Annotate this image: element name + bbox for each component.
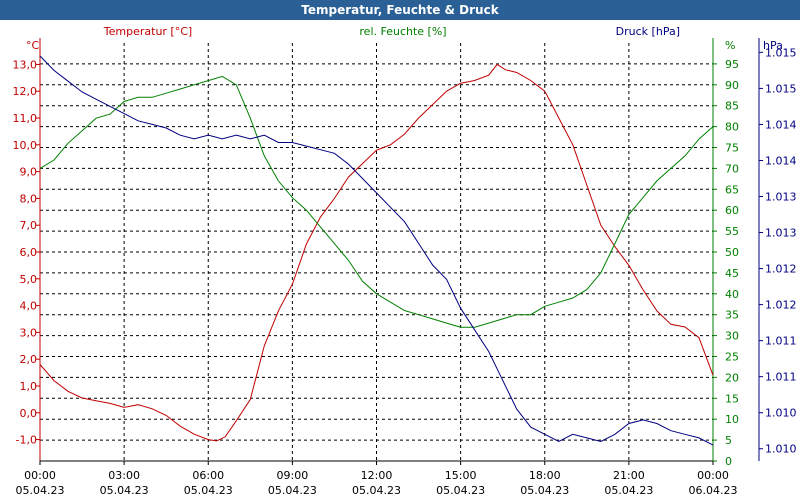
pressure-tick-label: 1.011 [765,335,797,348]
date-tick-label: 05.04.23 [520,484,569,497]
temperature-tick-label: 11,0 [13,112,38,125]
date-tick-label: 05.04.23 [16,484,65,497]
time-tick-label: 00:00 [697,469,729,482]
humidity-tick-label: 60 [725,204,739,217]
date-tick-label: 05.04.23 [604,484,653,497]
time-tick-label: 21:00 [613,469,645,482]
humidity-tick-label: 0 [725,455,732,468]
series-lines [39,55,714,446]
time-tick-label: 18:00 [529,469,561,482]
pressure-tick-label: 1.012 [765,263,797,276]
time-axis: 00:00 05.04.23 03:00 05.04.23 06:00 05.04.23 0… [16,461,738,497]
humidity-axis: % 0 5 10 15 20 25 30 35 40 45 50 55 60 65 70 75 80 85 90 95 [713,39,739,468]
temperature-tick-label: 0,0 [20,407,38,420]
date-tick-label: 05.04.23 [352,484,401,497]
time-tick-label: 09:00 [277,469,309,482]
humidity-tick-label: 80 [725,121,739,134]
temperature-line [39,63,714,442]
legend-humidity: rel. Feuchte [%] [359,25,446,38]
humidity-tick-label: 70 [725,162,739,175]
grid-lines [40,43,713,461]
humidity-tick-label: 35 [725,309,739,322]
time-tick-label: 00:00 [24,469,56,482]
humidity-tick-label: 65 [725,183,739,196]
date-tick-label: 06.04.23 [689,484,738,497]
temperature-tick-label: 13,0 [13,58,38,71]
temperature-tick-label: -1,0 [16,434,37,447]
pressure-line [39,55,714,446]
temperature-tick-label: 8,0 [20,192,38,205]
humidity-tick-label: 85 [725,100,739,113]
pressure-tick-label: 1.013 [765,227,797,240]
time-tick-label: 12:00 [361,469,393,482]
humidity-tick-label: 5 [725,434,732,447]
time-tick-label: 15:00 [445,469,477,482]
humidity-tick-label: 75 [725,142,739,155]
legend: Temperatur [°C] rel. Feuchte [%] Druck [hP… [103,25,680,38]
temperature-tick-label: 5,0 [20,273,38,286]
pressure-tick-label: 1.014 [765,154,797,167]
humidity-tick-label: 20 [725,371,739,384]
pressure-tick-label: 1.015 [765,82,797,95]
pressure-tick-label: 1.014 [765,118,797,131]
humidity-unit: % [725,39,735,52]
temperature-tick-label: 10,0 [13,139,38,152]
date-tick-label: 05.04.23 [100,484,149,497]
temperature-tick-label: 3,0 [20,326,38,339]
pressure-tick-label: 1.010 [765,407,797,420]
humidity-tick-label: 40 [725,288,739,301]
humidity-tick-label: 55 [725,225,739,238]
humidity-tick-label: 10 [725,413,739,426]
temperature-axis: °C -1,0 0,0 1,0 2,0 3,0 4,0 5,0 6,0 7,0 8,0 9,0 10,0… [13,39,40,447]
humidity-tick-label: 50 [725,246,739,259]
temperature-tick-label: 2,0 [20,353,38,366]
temperature-tick-label: 9,0 [20,166,38,179]
humidity-line [39,75,714,328]
pressure-tick-label: 1.011 [765,371,797,384]
pressure-tick-label: 1.013 [765,191,797,204]
humidity-tick-label: 90 [725,79,739,92]
pressure-tick-label: 1.010 [765,443,797,456]
pressure-tick-label: 1.012 [765,299,797,312]
plot-frame [39,38,760,462]
chart-title: Temperatur, Feuchte & Druck [0,0,800,20]
pressure-tick-label: 1.015 [765,46,797,59]
temperature-tick-label: 1,0 [20,380,38,393]
humidity-tick-label: 45 [725,267,739,280]
date-tick-label: 05.04.23 [268,484,317,497]
pressure-axis: hPa 1.010 1.010 1.011 1.011 1.012 1.012 1.013 1.… [759,39,797,456]
humidity-tick-label: 15 [725,392,739,405]
temperature-tick-label: 4,0 [20,300,38,313]
temperature-tick-label: 6,0 [20,246,38,259]
temperature-tick-label: 12,0 [13,85,38,98]
temperature-unit: °C [26,39,40,52]
legend-pressure: Druck [hPa] [616,25,680,38]
humidity-tick-label: 95 [725,58,739,71]
pressure-unit: hPa [763,39,783,52]
temperature-tick-label: 7,0 [20,219,38,232]
legend-temperature: Temperatur [°C] [103,25,192,38]
humidity-tick-label: 25 [725,351,739,364]
humidity-tick-label: 30 [725,330,739,343]
time-tick-label: 03:00 [108,469,140,482]
date-tick-label: 05.04.23 [436,484,485,497]
date-tick-label: 05.04.23 [184,484,233,497]
time-tick-label: 06:00 [192,469,224,482]
